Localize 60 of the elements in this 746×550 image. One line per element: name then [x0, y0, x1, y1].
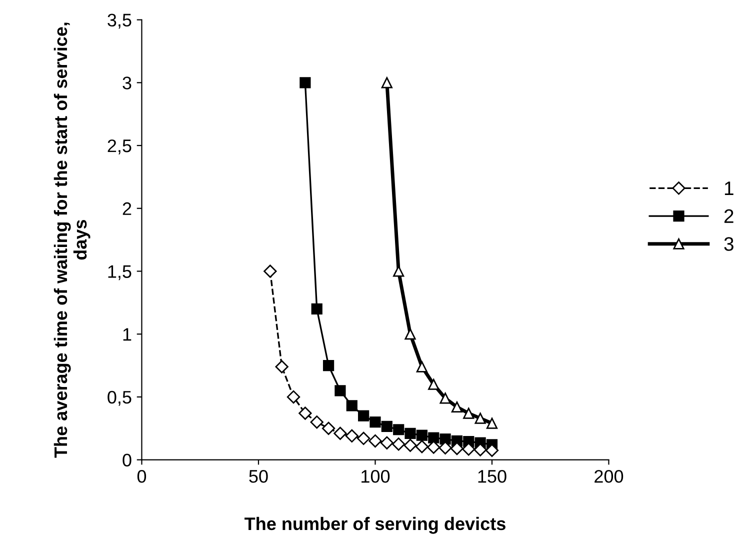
point [404, 438, 417, 452]
point [286, 390, 300, 404]
y-tick-label: 3 [122, 76, 132, 90]
point [428, 432, 440, 444]
x-tick-label: 0 [137, 470, 146, 483]
y-tick-label: 0 [122, 454, 132, 467]
legend-label: 2 [724, 209, 734, 223]
point [368, 434, 382, 448]
y-axis-title: The average time of waiting for the start of service, days [54, 22, 90, 458]
point [300, 77, 311, 88]
point [474, 443, 487, 456]
y-tick-label: 1,5 [108, 265, 132, 280]
x-tick-label: 150 [478, 470, 506, 483]
point [427, 440, 440, 454]
legend-label: 1 [724, 182, 734, 195]
point [322, 422, 336, 435]
point [356, 432, 370, 446]
point [416, 430, 428, 441]
point [404, 428, 416, 439]
point [440, 434, 451, 445]
point [404, 328, 416, 340]
point [370, 416, 381, 428]
y-tick-label: 2,5 [108, 139, 132, 154]
legend-label: 3 [724, 237, 734, 251]
point [275, 360, 288, 374]
x-tick-label: 50 [249, 470, 268, 483]
x-tick-label: 200 [594, 470, 624, 483]
point [380, 436, 394, 450]
y-tick-label: 2 [122, 202, 132, 215]
point [486, 418, 498, 429]
point [416, 361, 428, 372]
x-axis-title: The number of serving devicts [244, 516, 506, 534]
point [358, 410, 370, 422]
point [415, 440, 429, 454]
y-tick-label: 3,5 [108, 14, 132, 29]
point [322, 360, 334, 372]
point [346, 400, 358, 412]
point [393, 424, 404, 436]
point [311, 303, 322, 314]
point [381, 420, 392, 432]
x-tick-label: 100 [362, 470, 390, 483]
point [462, 442, 476, 456]
point [438, 441, 452, 454]
point [463, 408, 474, 419]
point [334, 385, 346, 396]
point [392, 438, 406, 451]
point [451, 401, 463, 413]
point [474, 412, 486, 424]
point [310, 416, 324, 429]
y-tick-label: 0,5 [108, 390, 132, 406]
point [345, 429, 358, 442]
point [428, 378, 440, 390]
point [298, 406, 312, 420]
point [264, 264, 277, 278]
y-tick-label: 1 [123, 328, 132, 341]
point [485, 444, 499, 457]
point [334, 426, 347, 440]
point [381, 77, 392, 88]
point [450, 442, 464, 456]
point [440, 392, 451, 404]
